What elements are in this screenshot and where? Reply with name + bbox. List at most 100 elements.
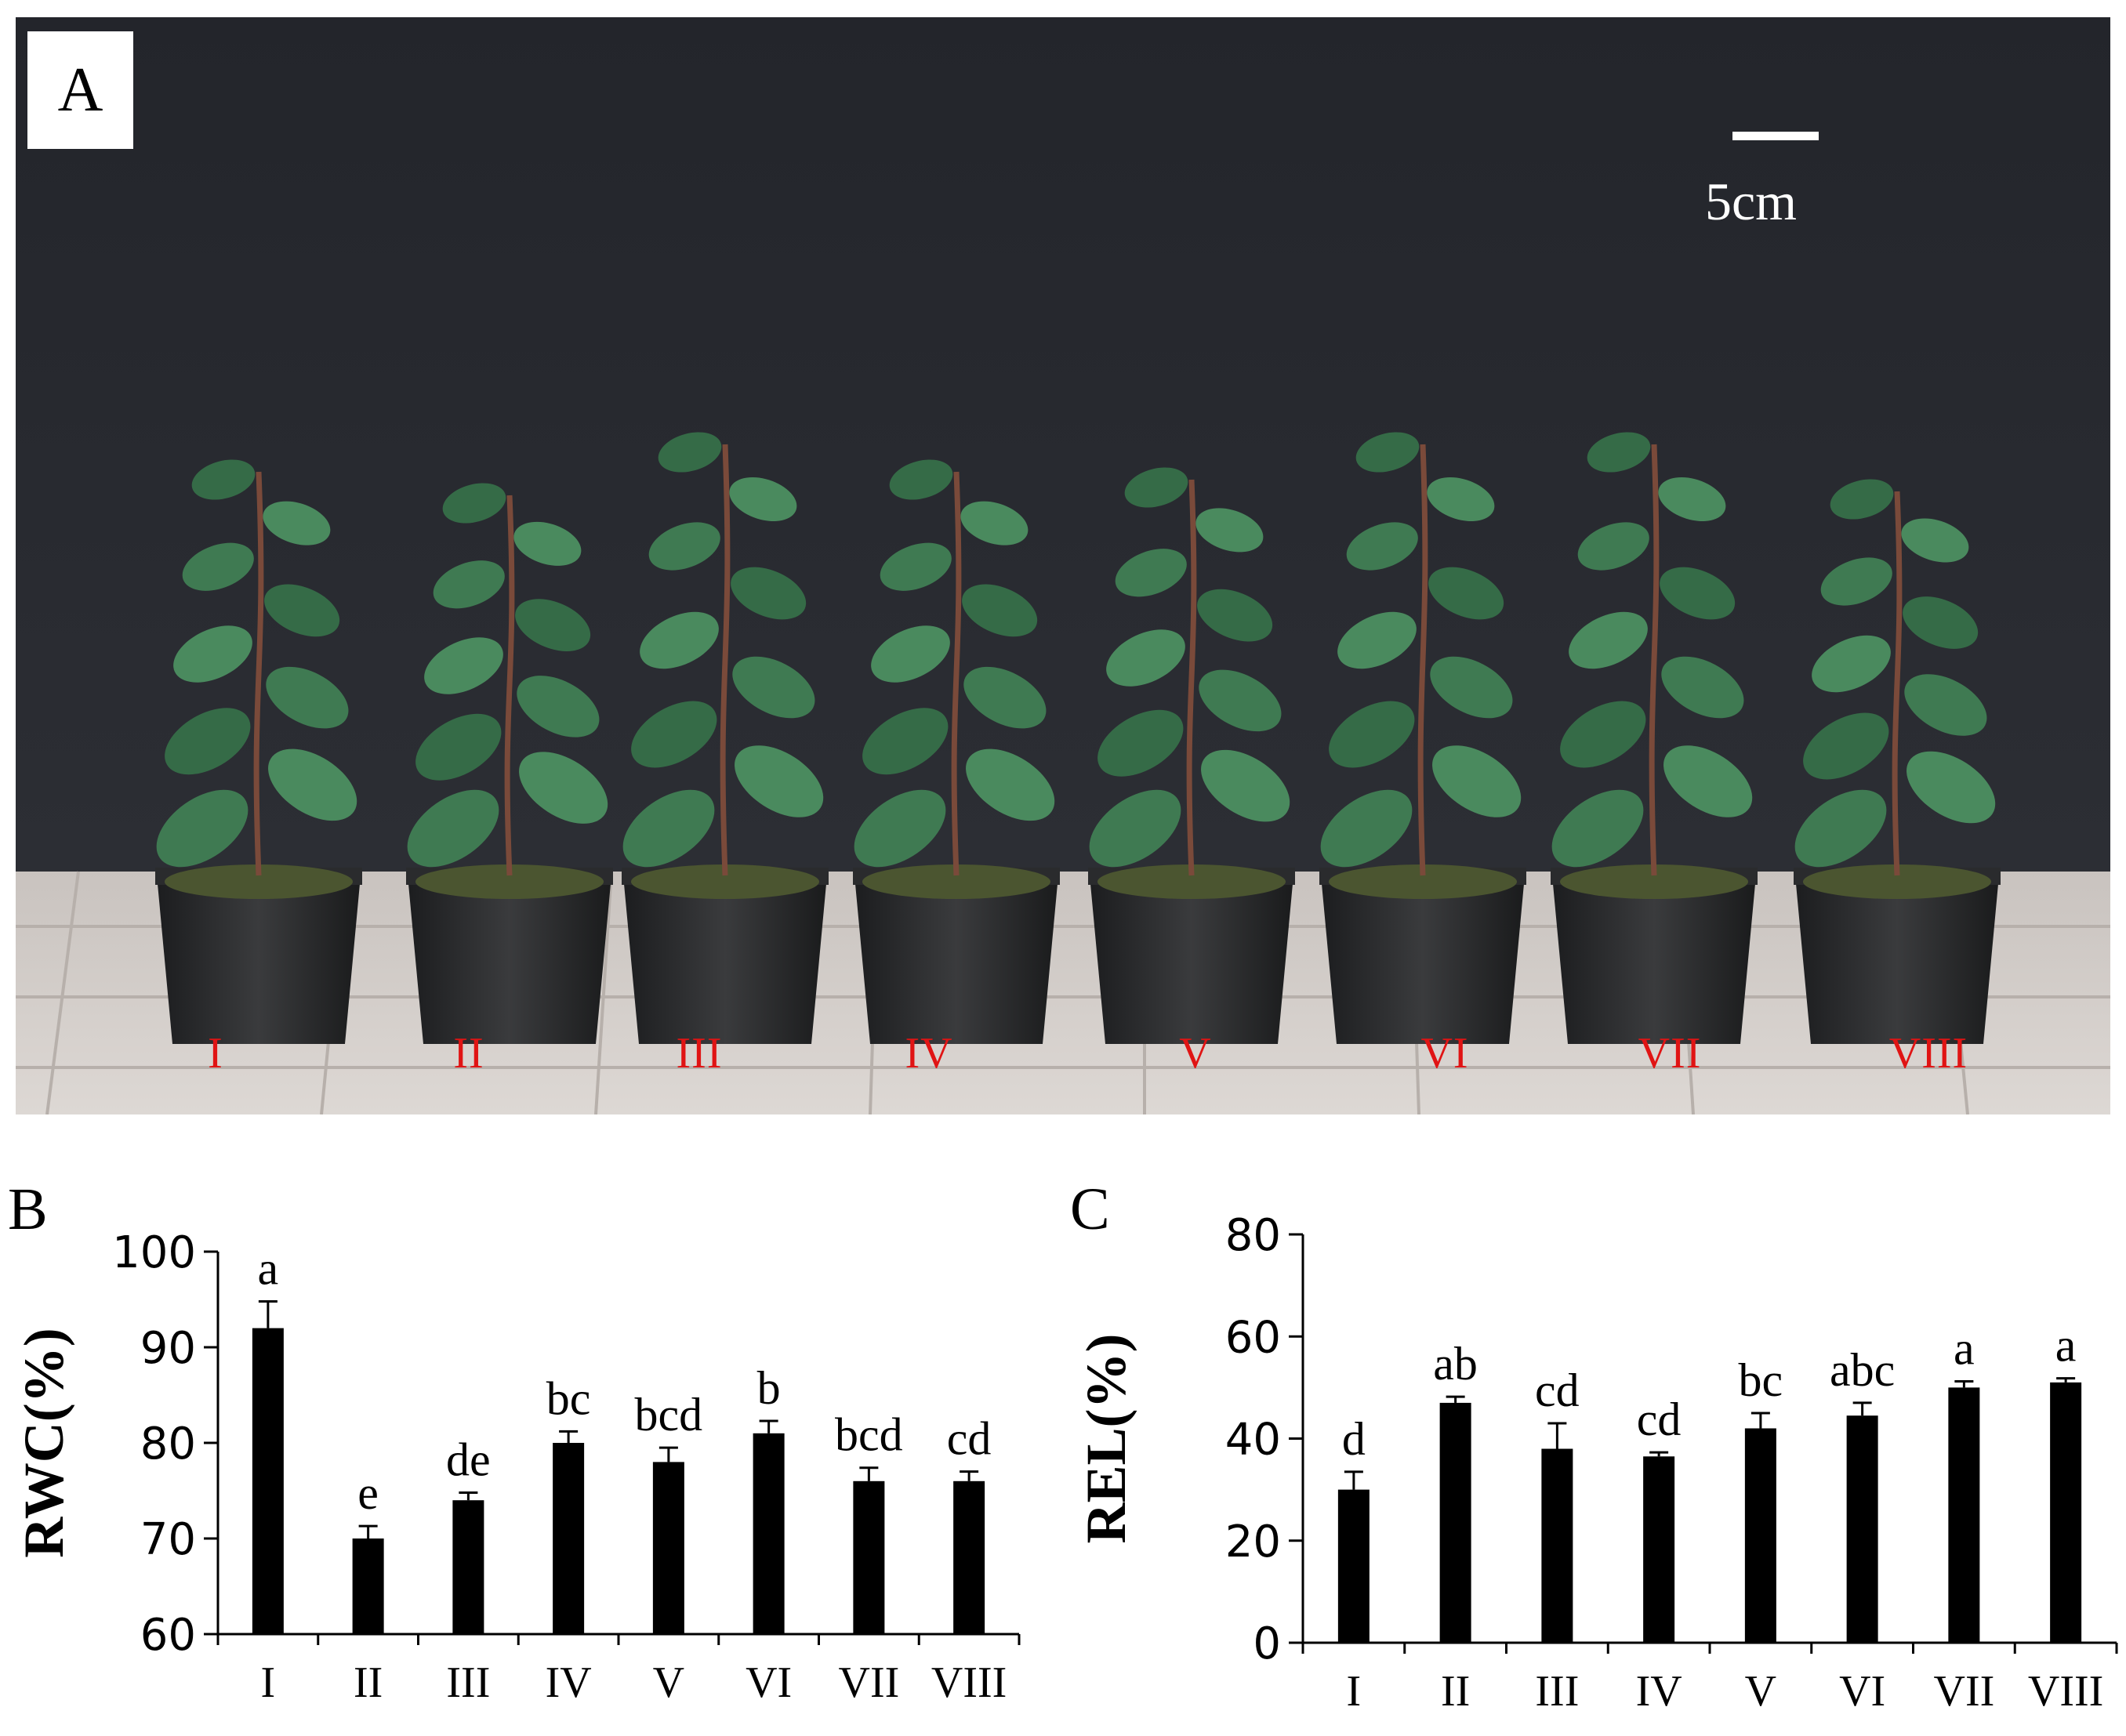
- soil: [1097, 864, 1286, 899]
- leaf: [1560, 701, 1646, 768]
- significance-label: b: [757, 1362, 781, 1414]
- significance-label: bc: [546, 1372, 591, 1424]
- pot-label: V: [1179, 1029, 1212, 1078]
- significance-label: a: [2055, 1320, 2077, 1372]
- y-tick-label: 100: [112, 1227, 196, 1278]
- leaf: [1097, 709, 1184, 777]
- leaf: [1320, 789, 1413, 868]
- significance-label: abc: [1830, 1344, 1895, 1396]
- leaf: [519, 752, 608, 824]
- leaf: [658, 432, 722, 473]
- pot: [1090, 875, 1293, 1044]
- bar: [553, 1443, 585, 1634]
- significance-label: bc: [1739, 1354, 1783, 1406]
- y-tick-label: 0: [1253, 1618, 1281, 1669]
- x-tick-label: VI: [1839, 1667, 1885, 1716]
- seedling-photo: [16, 17, 2110, 1114]
- leaf: [1569, 611, 1648, 669]
- y-tick-label: 20: [1225, 1517, 1281, 1567]
- x-tick-label: VI: [746, 1658, 792, 1707]
- leaf: [731, 567, 807, 620]
- leaf: [640, 611, 719, 669]
- leaf: [1427, 477, 1495, 521]
- significance-label: bcd: [635, 1389, 703, 1441]
- y-tick-label: 70: [140, 1514, 196, 1565]
- soil: [1803, 864, 1991, 899]
- leaf: [880, 542, 952, 591]
- leaf: [424, 637, 503, 694]
- bar: [1439, 1402, 1471, 1643]
- x-tick-label: V: [653, 1658, 684, 1707]
- soil: [631, 864, 819, 899]
- stem: [504, 495, 515, 876]
- seedling: [1794, 479, 2001, 1044]
- leaf: [1830, 479, 1894, 520]
- y-tick-label: 80: [1225, 1210, 1281, 1261]
- backdrop: [16, 17, 2110, 872]
- leaf: [1658, 477, 1726, 521]
- pot-label: IV: [905, 1029, 953, 1078]
- seedling: [1319, 432, 1526, 1044]
- leaf: [264, 584, 340, 637]
- photo-panel-a: A 5cm I II III IV V VI VII VIII: [16, 17, 2110, 1114]
- leaf: [1820, 557, 1892, 606]
- leaf: [156, 789, 249, 868]
- leaf: [648, 522, 720, 571]
- stem: [1892, 491, 1903, 876]
- y-axis-title: RWC(%): [13, 1328, 75, 1557]
- leaf: [1903, 596, 1979, 649]
- leaf: [1812, 635, 1891, 693]
- leaf: [1660, 567, 1736, 620]
- leaf: [854, 789, 946, 868]
- y-tick-label: 90: [140, 1323, 196, 1374]
- significance-label: ab: [1433, 1338, 1478, 1390]
- leaf: [1346, 522, 1418, 571]
- leaf: [173, 625, 252, 683]
- bar: [1337, 1489, 1370, 1643]
- pot: [1552, 875, 1756, 1044]
- x-tick-label: II: [354, 1658, 383, 1707]
- seedling: [155, 459, 362, 1044]
- x-tick-label: VIII: [931, 1658, 1007, 1707]
- bar: [452, 1500, 484, 1634]
- seedling: [853, 459, 1060, 1044]
- leaf: [735, 745, 824, 817]
- leaf: [729, 477, 797, 521]
- panel-letter-b: B: [8, 1176, 48, 1242]
- leaf: [165, 708, 251, 775]
- seedlings: [155, 432, 2001, 1044]
- bar: [252, 1328, 284, 1634]
- x-tick-label: IV: [546, 1658, 592, 1707]
- pot: [1795, 875, 1999, 1044]
- bar: [2050, 1382, 2082, 1643]
- leaf: [1577, 522, 1649, 571]
- significance-label: bcd: [835, 1409, 903, 1461]
- bar: [352, 1538, 384, 1634]
- leaf: [1794, 789, 1887, 868]
- leaf: [1199, 669, 1282, 732]
- bar: [1846, 1415, 1878, 1643]
- leaf: [1201, 749, 1290, 822]
- scale-bar-label: 5cm: [1705, 172, 1798, 231]
- bar: [1744, 1428, 1776, 1643]
- leaf: [1904, 674, 1987, 736]
- leaf: [871, 625, 950, 683]
- bar: [953, 1480, 985, 1634]
- bar: [1948, 1387, 1980, 1643]
- scale-bar: [1732, 132, 1819, 140]
- leaf: [407, 789, 499, 868]
- leaf: [732, 656, 815, 719]
- leaf: [191, 459, 256, 500]
- leaf: [962, 584, 1038, 637]
- leaf: [631, 701, 717, 768]
- x-tick-label: VII: [1934, 1667, 1995, 1716]
- leaf: [1337, 611, 1417, 669]
- soil: [1329, 864, 1517, 899]
- y-axis-title: REL(%): [1075, 1334, 1137, 1544]
- pot: [854, 875, 1058, 1044]
- seedling: [622, 432, 829, 1044]
- y-tick-label: 60: [140, 1610, 196, 1661]
- leaf: [1089, 789, 1181, 868]
